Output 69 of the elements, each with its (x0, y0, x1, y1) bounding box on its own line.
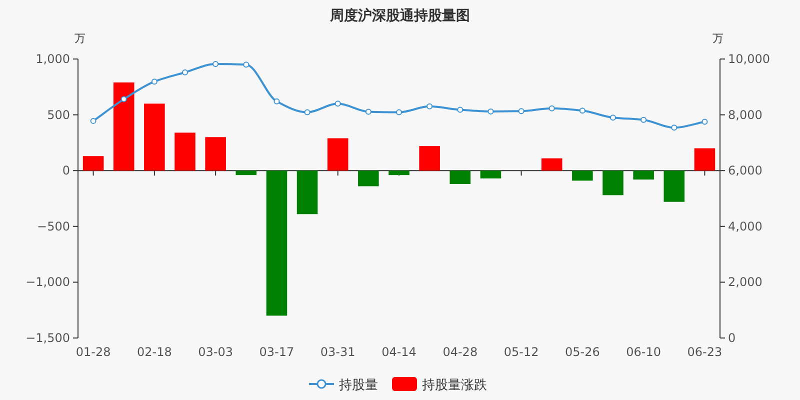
point (610, 114, 616, 121)
point (182, 69, 188, 76)
y2-tick-label: 4,000 (728, 219, 762, 234)
bar (694, 148, 716, 171)
bar (664, 170, 685, 202)
bar (633, 170, 654, 180)
y-tick-label: 1,000 (36, 52, 70, 66)
point (90, 118, 96, 124)
x-tick-label: 01-28 (76, 345, 111, 359)
y2-tick-label: 10,000 (728, 52, 770, 66)
y-axis-title: 万 (74, 32, 86, 45)
bar (296, 170, 318, 214)
y2-tick-label: 8,000 (728, 108, 762, 122)
y2-axis-title: 万 (712, 32, 724, 45)
x-tick-label: 05-12 (504, 345, 539, 359)
x-tick-label: 04-14 (382, 345, 416, 359)
point (151, 78, 158, 85)
x-tick-label: 02-18 (136, 345, 172, 359)
bar (450, 170, 471, 184)
legend-label: 持股量 (339, 378, 378, 393)
x-tick-label: 03-17 (259, 345, 294, 359)
point (396, 109, 402, 116)
y-tick-label: 500 (47, 108, 70, 122)
x-tick-label: 06-23 (687, 345, 722, 359)
bar (113, 82, 134, 171)
chart-title: 周度沪深股通持股量图 (329, 7, 470, 24)
bar (572, 170, 593, 181)
point (640, 116, 647, 123)
point (671, 124, 678, 131)
point (488, 108, 494, 114)
bar (419, 146, 440, 171)
bar (205, 137, 226, 171)
y-tick-label: −500 (37, 219, 70, 234)
bar (266, 170, 288, 316)
point (579, 108, 586, 114)
point (365, 108, 372, 115)
point (518, 108, 524, 114)
point (212, 61, 219, 68)
bar (358, 170, 379, 186)
bar (388, 170, 410, 176)
point (457, 106, 464, 113)
point (274, 98, 280, 104)
bar (602, 170, 624, 196)
bar (174, 132, 196, 171)
bar (236, 170, 257, 176)
point (426, 103, 433, 110)
bar (82, 156, 104, 171)
x-tick-label: 04-28 (442, 345, 478, 359)
y2-tick-label: 2,000 (728, 275, 762, 290)
x-tick-label: 05-26 (564, 345, 600, 359)
bar (327, 138, 348, 171)
x-tick-label: 03-03 (198, 345, 234, 359)
y2-tick-label: 0 (728, 331, 736, 345)
point (120, 96, 127, 102)
bar (480, 170, 502, 178)
point (334, 100, 341, 107)
y-tick-label: −1,000 (26, 275, 70, 290)
x-tick-label: 03-31 (320, 345, 356, 359)
bar (541, 158, 562, 171)
y-tick-label: 0 (62, 164, 70, 178)
point (702, 118, 708, 125)
x-tick-label: 06-10 (626, 345, 662, 359)
legend-label: 持股量涨跌 (422, 378, 487, 393)
point (243, 62, 250, 68)
y2-tick-label: 6,000 (728, 164, 762, 178)
point (548, 105, 555, 112)
y-tick-label: −1,500 (26, 331, 70, 345)
bar (144, 104, 165, 171)
point (304, 109, 310, 116)
